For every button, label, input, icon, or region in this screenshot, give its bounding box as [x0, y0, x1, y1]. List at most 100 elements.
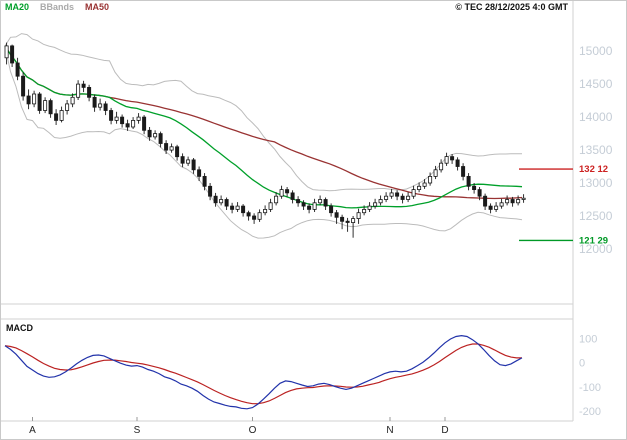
candle-body	[191, 159, 196, 171]
candle-body	[472, 185, 477, 191]
macd-axis-label: -200	[579, 406, 601, 418]
candle-body	[109, 110, 114, 121]
candle-body	[477, 189, 482, 197]
candle-body	[422, 182, 427, 187]
candle-body	[26, 95, 31, 105]
candle-body	[395, 192, 400, 197]
resistance-label: 132 12	[579, 164, 608, 175]
candle-body	[70, 96, 75, 105]
month-label: D	[441, 425, 448, 436]
candle-body	[76, 83, 81, 98]
candle-body	[65, 103, 70, 111]
candle-body	[81, 83, 86, 88]
candle-body	[87, 87, 92, 98]
candle-body	[285, 189, 290, 194]
candle-body	[153, 133, 158, 138]
support-label: 121 29	[579, 235, 608, 246]
candle-body	[48, 100, 53, 115]
candle-body	[98, 103, 103, 108]
candle-body	[406, 195, 411, 200]
candle-body	[131, 120, 136, 128]
candle-body	[367, 205, 372, 210]
candle-body	[455, 159, 460, 167]
candle-body	[411, 189, 416, 197]
candle-body	[439, 162, 444, 171]
candle-body	[483, 195, 488, 207]
candle-body	[21, 75, 26, 97]
candle-body	[158, 133, 163, 144]
macd-axis-label: -100	[579, 382, 601, 394]
legend-bbands: BBands	[40, 2, 75, 12]
candle-body	[340, 216, 345, 222]
candle-body	[263, 208, 268, 214]
candle-body	[252, 215, 257, 220]
candle-body	[235, 205, 240, 210]
ma50-line	[4, 45, 523, 200]
candle-body	[400, 195, 405, 200]
macd-signal-line	[4, 343, 522, 405]
candle-body	[92, 96, 97, 108]
candle-body	[164, 143, 169, 151]
candle-body	[147, 129, 152, 138]
candle-body	[373, 202, 378, 207]
candle-body	[186, 159, 191, 164]
candle-body	[323, 199, 328, 207]
candle-body	[257, 212, 262, 220]
candle-body	[433, 169, 438, 177]
candle-body	[384, 195, 389, 200]
indicator-legend: MA20 BBands MA50	[5, 2, 120, 12]
candle-body	[136, 116, 141, 121]
candle-body	[224, 199, 229, 207]
candle-body	[461, 166, 466, 177]
candle-body	[120, 116, 125, 125]
legend-ma50: MA50	[85, 2, 110, 12]
candle-body	[197, 169, 202, 177]
legend-ma20: MA20	[5, 2, 30, 12]
candle-body	[142, 116, 147, 131]
candle-body	[246, 212, 251, 217]
candle-body	[356, 212, 361, 219]
candle-body	[230, 205, 235, 210]
bollinger-lower-line	[4, 45, 523, 239]
macd-panel-label: MACD	[6, 323, 33, 333]
candle-body	[175, 146, 180, 158]
candle-body	[466, 175, 471, 187]
candle-body	[351, 218, 356, 224]
price-axis-label: 13500	[579, 143, 613, 157]
candle-body	[312, 202, 317, 210]
candle-body	[521, 197, 526, 200]
candle-body	[202, 175, 207, 187]
candle-body	[213, 195, 218, 204]
candle-body	[32, 93, 37, 105]
candle-body	[37, 93, 42, 111]
candle-body	[329, 205, 334, 214]
candle-body	[510, 199, 515, 204]
ma20-line	[4, 45, 523, 209]
candle-body	[274, 195, 279, 204]
macd-axis-label: 0	[579, 358, 585, 370]
candle-body	[10, 45, 15, 64]
price-axis-label: 13000	[579, 176, 613, 190]
price-axis-label: 12500	[579, 209, 613, 223]
candle-body	[499, 202, 504, 207]
candle-body	[318, 199, 323, 204]
candle-body	[219, 199, 224, 204]
candle-body	[208, 185, 213, 197]
candle-body	[494, 205, 499, 210]
candle-body	[169, 146, 174, 151]
candle-body	[241, 205, 246, 214]
candle-body	[54, 113, 59, 121]
candle-body	[125, 123, 130, 128]
candle-body	[103, 103, 108, 111]
candle-body	[505, 199, 510, 204]
month-label: A	[29, 425, 36, 436]
candle-body	[296, 199, 301, 204]
candle-body	[389, 192, 394, 197]
candle-body	[114, 116, 119, 121]
candle-body	[268, 202, 273, 210]
candle-body	[516, 199, 521, 204]
candle-body	[4, 45, 9, 59]
candle-body	[417, 185, 422, 191]
